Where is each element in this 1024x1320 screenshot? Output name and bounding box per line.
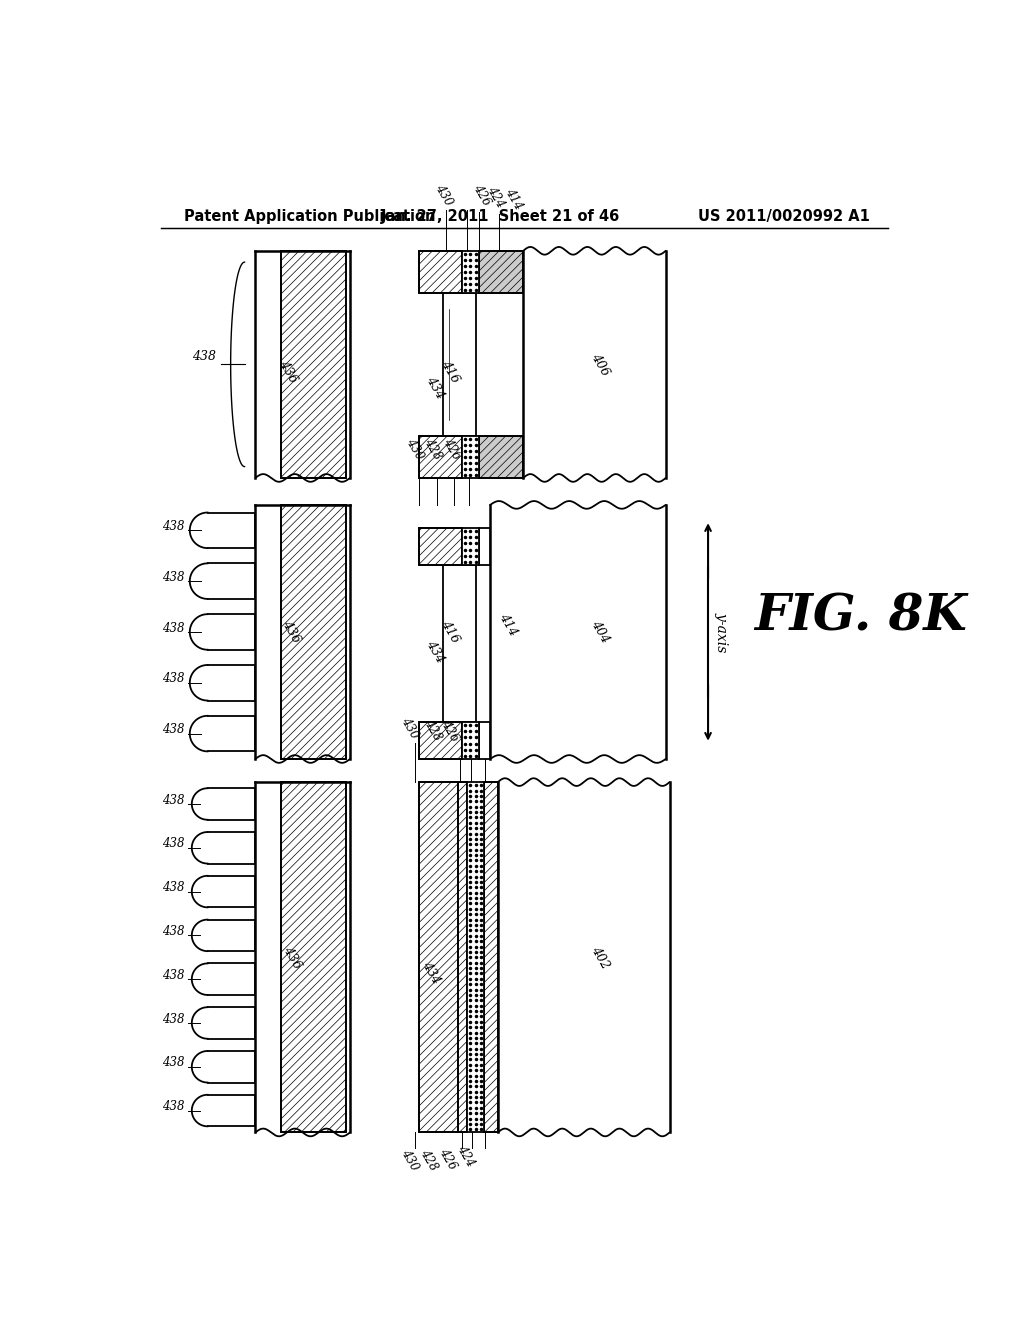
Text: 430: 430 xyxy=(403,436,426,462)
Bar xyxy=(443,565,475,722)
Bar xyxy=(462,251,478,293)
Text: 424: 424 xyxy=(457,437,479,463)
Text: 438: 438 xyxy=(162,969,184,982)
Text: 406: 406 xyxy=(589,351,612,378)
Text: 430: 430 xyxy=(398,1147,421,1173)
Text: 414: 414 xyxy=(503,186,525,213)
Text: FIG. 8K: FIG. 8K xyxy=(755,593,967,642)
Bar xyxy=(478,436,523,478)
Bar xyxy=(281,251,346,478)
Bar xyxy=(419,251,462,293)
Text: 438: 438 xyxy=(162,672,184,685)
Text: 428: 428 xyxy=(422,717,444,743)
Bar xyxy=(419,251,462,293)
Text: 434: 434 xyxy=(423,638,446,665)
Text: 438: 438 xyxy=(162,882,184,894)
Text: 430: 430 xyxy=(432,182,455,209)
Bar xyxy=(281,506,346,759)
Bar xyxy=(478,528,490,565)
Bar xyxy=(419,781,458,1133)
Text: y-axis: y-axis xyxy=(715,611,729,652)
Text: 424: 424 xyxy=(456,722,478,747)
Text: 436: 436 xyxy=(276,359,300,385)
Bar xyxy=(484,781,498,1133)
Text: US 2011/0020992 A1: US 2011/0020992 A1 xyxy=(698,209,869,223)
Text: 438: 438 xyxy=(162,1100,184,1113)
Text: 438: 438 xyxy=(191,350,216,363)
Bar xyxy=(478,251,523,293)
Bar xyxy=(281,781,346,1133)
Text: Patent Application Publication: Patent Application Publication xyxy=(184,209,436,223)
Bar xyxy=(419,436,462,478)
Text: 426: 426 xyxy=(438,718,461,744)
Text: 438: 438 xyxy=(162,723,184,737)
Text: 438: 438 xyxy=(162,793,184,807)
Text: 424: 424 xyxy=(454,1143,476,1168)
Bar xyxy=(478,722,490,759)
Bar xyxy=(281,506,346,759)
Text: 404: 404 xyxy=(589,618,612,645)
Text: 426: 426 xyxy=(436,1146,459,1172)
Text: 438: 438 xyxy=(162,622,184,635)
Bar xyxy=(419,528,462,565)
Text: 402: 402 xyxy=(589,944,612,972)
Bar xyxy=(419,722,462,759)
Bar xyxy=(478,436,523,478)
Bar xyxy=(443,293,475,436)
Text: 434: 434 xyxy=(419,960,442,986)
Text: 430: 430 xyxy=(398,715,421,742)
Bar xyxy=(419,722,462,759)
Bar xyxy=(462,436,478,478)
Text: 428: 428 xyxy=(417,1147,439,1173)
Text: 416: 416 xyxy=(438,618,462,645)
Bar xyxy=(458,781,467,1133)
Bar xyxy=(281,781,346,1133)
Text: 436: 436 xyxy=(281,944,304,972)
Text: 426: 426 xyxy=(471,182,494,209)
Bar xyxy=(462,528,478,565)
Text: 426: 426 xyxy=(440,436,463,462)
Bar xyxy=(419,436,462,478)
Text: Jan. 27, 2011  Sheet 21 of 46: Jan. 27, 2011 Sheet 21 of 46 xyxy=(381,209,620,223)
Bar xyxy=(281,251,346,478)
Text: 438: 438 xyxy=(162,925,184,939)
Bar xyxy=(467,781,484,1133)
Text: 438: 438 xyxy=(162,1056,184,1069)
Text: 436: 436 xyxy=(280,618,302,645)
Text: 438: 438 xyxy=(162,1012,184,1026)
Text: 424: 424 xyxy=(484,183,507,210)
Text: 416: 416 xyxy=(438,359,462,385)
Bar xyxy=(478,251,523,293)
Text: 438: 438 xyxy=(162,570,184,583)
Text: 414: 414 xyxy=(497,611,519,638)
Bar xyxy=(484,781,498,1133)
Bar xyxy=(458,781,467,1133)
Text: 438: 438 xyxy=(162,520,184,533)
Text: 428: 428 xyxy=(422,436,444,462)
Bar xyxy=(462,722,478,759)
Bar xyxy=(419,528,462,565)
Text: 438: 438 xyxy=(162,837,184,850)
Text: 434: 434 xyxy=(423,374,446,401)
Bar xyxy=(419,781,458,1133)
